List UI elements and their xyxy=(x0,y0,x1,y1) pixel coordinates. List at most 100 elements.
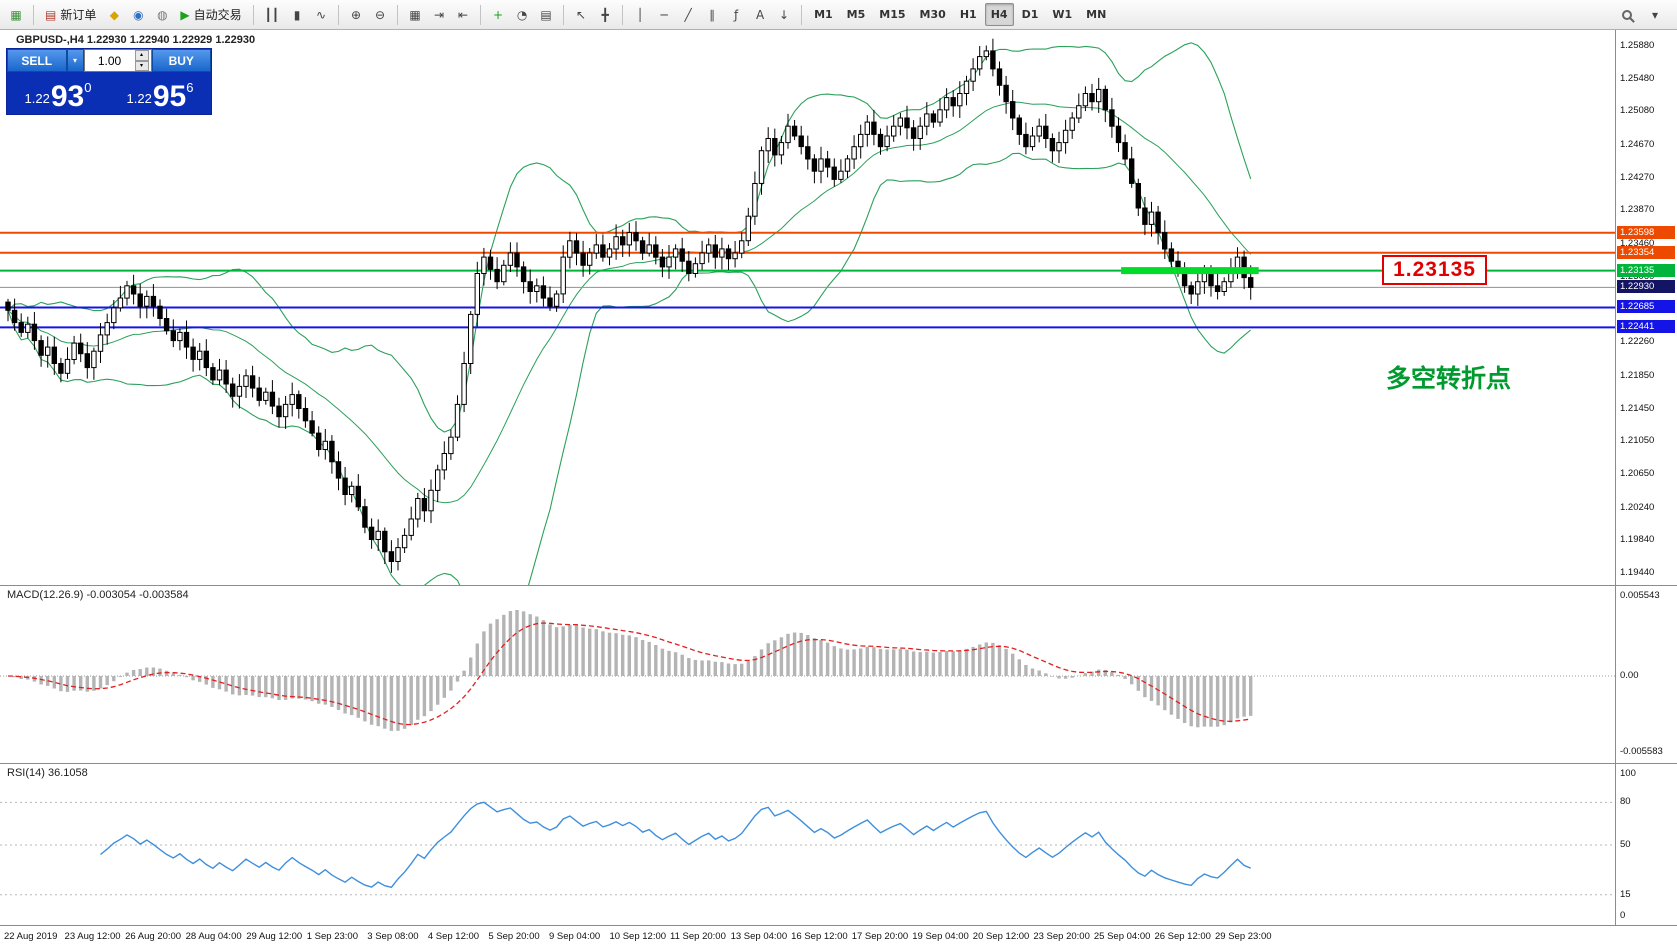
hline-price-badge: 1.23598 xyxy=(1617,225,1675,239)
trendline-button[interactable]: ╱ xyxy=(677,3,699,26)
rsi-chart[interactable] xyxy=(0,764,1615,925)
tf-h1-button[interactable]: H1 xyxy=(959,8,977,21)
price-axis-label: 1.25080 xyxy=(1620,105,1655,117)
macd-axis[interactable]: 0.005543 0.00 -0.005583 xyxy=(1615,586,1677,763)
auto-scroll-button[interactable]: ⇥ xyxy=(428,3,450,26)
chevron-down-icon: ▾ xyxy=(72,56,77,65)
candlestick-chart-icon: ▮ xyxy=(293,7,301,22)
sell-button[interactable]: SELL xyxy=(7,49,67,72)
tf-m30-button[interactable]: M30 xyxy=(919,8,946,21)
chart-title: GBPUSD-,H4 1.22930 1.22940 1.22929 1.229… xyxy=(16,34,256,46)
indicators-button[interactable]: + xyxy=(487,3,509,26)
chart-shift-icon: ⇤ xyxy=(458,7,469,22)
tf-mn-button[interactable]: MN xyxy=(1086,8,1107,21)
main-price-axis[interactable]: 1.25880 1.25480 1.25080 1.24670 1.24270 1.238… xyxy=(1615,30,1677,585)
toolbar-separator xyxy=(563,4,565,25)
toolbar-right: ▾ xyxy=(1615,3,1673,26)
accounts-icon[interactable]: ◉ xyxy=(127,3,149,26)
metaeditor-icon[interactable]: ◆ xyxy=(103,3,125,26)
price-axis-label: 1.23460 xyxy=(1620,238,1655,250)
tf-d1-button[interactable]: D1 xyxy=(1021,8,1039,21)
time-axis-label: 26 Sep 12:00 xyxy=(1154,931,1211,942)
candlestick-chart[interactable] xyxy=(0,30,1615,585)
time-axis-label: 13 Sep 04:00 xyxy=(730,931,788,942)
toolbar: ▦ ▤ 新订单 ◆ ◉ ◍ ▶ 自动交易 ┃┃ ▮ ∿ ⊕ ⊖ ▦ ⇥ ⇤ + ◔ ▤ ↖ ╋ │ ─ ╱ ∥ ƒ A ↓ M1 M5 M1… xyxy=(0,0,1677,30)
time-axis-label: 3 Sep 08:00 xyxy=(367,931,419,942)
community-icon[interactable]: ◍ xyxy=(151,3,173,26)
candlestick-chart-button[interactable]: ▮ xyxy=(286,3,308,26)
chart-window-icon[interactable]: ▦ xyxy=(5,3,27,26)
price-axis-label: 1.24270 xyxy=(1620,171,1655,183)
community-icon-icon: ◍ xyxy=(157,7,168,22)
toolbar-separator xyxy=(338,4,340,25)
macd-axis-label: 0.00 xyxy=(1620,670,1639,681)
sell-price-prefix: 1.22 xyxy=(24,91,50,106)
time-axis[interactable]: 22 Aug 2019 23 Aug 12:00 26 Aug 20:00 28 Au… xyxy=(0,925,1677,950)
new-order-button[interactable]: ▤ 新订单 xyxy=(40,3,101,26)
time-axis-label: 9 Sep 04:00 xyxy=(548,931,601,942)
price-axis-label: 1.24670 xyxy=(1620,139,1655,151)
chevron-down-icon: ▾ xyxy=(1651,7,1659,22)
toolbar-groups: ▦ ▤ 新订单 ◆ ◉ ◍ ▶ 自动交易 ┃┃ ▮ ∿ ⊕ ⊖ ▦ ⇥ ⇤ + ◔ ▤ ↖ ╋ │ ─ ╱ ∥ ƒ A ↓ M1 M5 M1… xyxy=(4,3,1113,26)
line-chart-button[interactable]: ∿ xyxy=(310,3,332,26)
tf-m15-button[interactable]: M15 xyxy=(879,8,906,21)
arrows-button[interactable]: ↓ xyxy=(773,3,795,26)
toolbar-separator xyxy=(622,4,624,25)
templates-button[interactable]: ▤ xyxy=(535,3,557,26)
volume-down-button[interactable]: ▾ xyxy=(134,60,149,71)
main-chart-plot[interactable]: GBPUSD-,H4 1.22930 1.22940 1.22929 1.229… xyxy=(0,30,1615,585)
tf-m5-button[interactable]: M5 xyxy=(846,8,866,21)
zoom-out-button[interactable]: ⊖ xyxy=(369,3,391,26)
search-button[interactable] xyxy=(1616,3,1638,26)
toolbar-more-button[interactable]: ▾ xyxy=(1644,3,1666,26)
line-chart-icon: ∿ xyxy=(316,7,327,22)
price-axis-label: 1.25880 xyxy=(1620,40,1655,51)
cursor-button[interactable]: ↖ xyxy=(570,3,592,26)
rsi-panel: RSI(14) 36.1058 100 80 50 15 0 xyxy=(0,763,1677,925)
rsi-axis[interactable]: 100 80 50 15 0 xyxy=(1615,764,1677,925)
crosshair-icon: ╋ xyxy=(601,7,609,22)
sell-options-dropdown[interactable]: ▾ xyxy=(66,49,84,72)
crosshair-button[interactable]: ╋ xyxy=(594,3,616,26)
time-axis-label: 10 Sep 12:00 xyxy=(609,931,667,942)
tf-h4-button[interactable]: H4 xyxy=(984,3,1014,26)
auto-scroll-icon: ⇥ xyxy=(434,7,445,22)
search-icon xyxy=(1622,9,1632,20)
price-axis-label: 1.20650 xyxy=(1620,467,1655,479)
fibonacci-button[interactable]: ƒ xyxy=(725,3,747,26)
tf-m1-button[interactable]: M1 xyxy=(814,8,833,21)
autotrading-button[interactable]: ▶ 自动交易 xyxy=(175,3,246,26)
new-order-button-label: 新订单 xyxy=(60,8,97,22)
autotrading-icon: ▶ xyxy=(180,7,190,22)
indicators-icon: + xyxy=(493,7,504,22)
bar-chart-button[interactable]: ┃┃ xyxy=(260,3,284,26)
tf-w1-button[interactable]: W1 xyxy=(1052,8,1073,21)
toolbar-separator xyxy=(397,4,399,25)
buy-price[interactable]: 1.22 95 6 xyxy=(109,72,211,114)
macd-plot[interactable]: MACD(12.26.9) -0.003054 -0.003584 xyxy=(0,586,1615,763)
volume-steppers: ▴ ▾ xyxy=(134,50,149,71)
volume-input[interactable] xyxy=(84,50,135,71)
horizontal-line-button[interactable]: ─ xyxy=(653,3,675,26)
rsi-plot[interactable]: RSI(14) 36.1058 xyxy=(0,764,1615,925)
tile-windows-button[interactable]: ▦ xyxy=(404,3,426,26)
rsi-axis-label: 15 xyxy=(1620,888,1631,900)
macd-chart[interactable] xyxy=(0,586,1615,763)
buy-button[interactable]: BUY xyxy=(151,49,211,72)
text-icon: A xyxy=(755,7,765,22)
toolbar-separator xyxy=(480,4,482,25)
price-axis-label: 1.23870 xyxy=(1620,204,1655,216)
chart-shift-button[interactable]: ⇤ xyxy=(452,3,474,26)
sell-price[interactable]: 1.22 93 0 xyxy=(7,72,109,114)
one-click-trading-panel: SELL ▾ ▴ ▾ BUY 1.22 93 0 xyxy=(6,48,212,115)
metaeditor-icon-icon: ◆ xyxy=(109,7,119,22)
zoom-in-button[interactable]: ⊕ xyxy=(345,3,367,26)
channel-button[interactable]: ∥ xyxy=(701,3,723,26)
vertical-line-button[interactable]: │ xyxy=(629,3,651,26)
periods-button[interactable]: ◔ xyxy=(511,3,533,26)
trendline-icon: ╱ xyxy=(684,7,692,22)
volume-up-button[interactable]: ▴ xyxy=(134,50,149,61)
text-button[interactable]: A xyxy=(749,3,771,26)
price-axis-label: 1.21850 xyxy=(1620,369,1655,381)
horizontal-line-icon: ─ xyxy=(660,7,668,22)
